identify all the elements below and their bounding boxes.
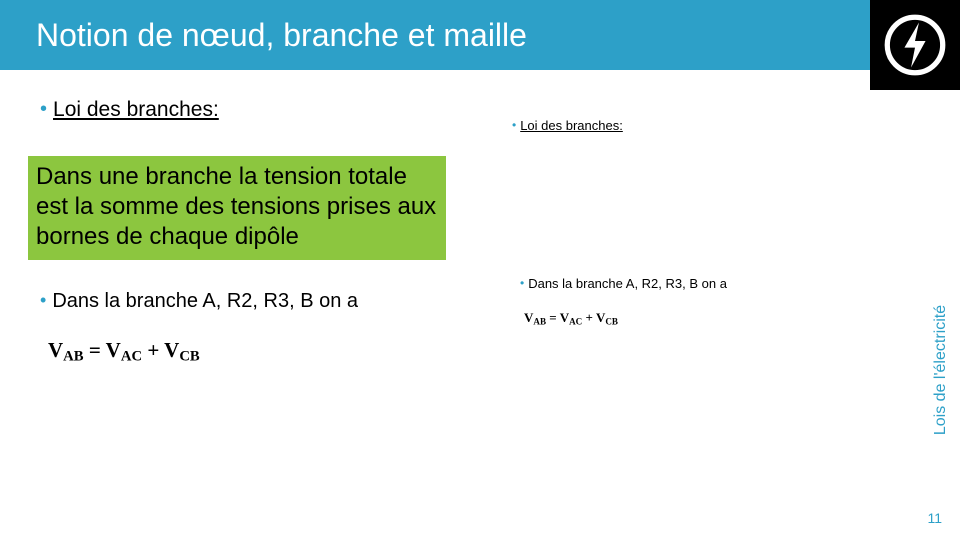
branch-statement-left: • Dans la branche A, R2, R3, B on a (40, 290, 358, 313)
bullet-dot: • (512, 118, 516, 132)
bullet-dot: • (520, 276, 524, 290)
bullet-loi-branches-left-text: Loi des branches: (53, 98, 219, 121)
bullet-dot: • (40, 98, 47, 120)
slide-header: Notion de nœud, branche et maille (0, 0, 960, 70)
branch-statement-left-text: Dans la branche A, R2, R3, B on a (52, 290, 358, 312)
lightning-icon-svg (882, 12, 948, 78)
slide: Notion de nœud, branche et maille • Loi d… (0, 0, 960, 540)
formula-right: VAB = VAC + VCB (524, 310, 618, 326)
lightning-icon (870, 0, 960, 90)
branch-statement-right: • Dans la branche A, R2, R3, B on a (520, 276, 727, 291)
bullet-loi-branches-right: • Loi des branches: (512, 118, 623, 133)
bullet-loi-branches-left: • Loi des branches: (40, 98, 219, 122)
side-label: Lois de l'électricité (930, 270, 952, 470)
bullet-loi-branches-right-text: Loi des branches: (520, 118, 623, 133)
highlight-definition: Dans une branche la tension totale est l… (28, 156, 446, 260)
bullet-dot: • (40, 290, 46, 310)
branch-statement-right-text: Dans la branche A, R2, R3, B on a (528, 276, 727, 291)
side-label-text: Lois de l'électricité (932, 305, 950, 435)
slide-title: Notion de nœud, branche et maille (0, 17, 527, 54)
page-number: 11 (927, 510, 942, 526)
formula-left: VAB = VAC + VCB (48, 338, 200, 366)
